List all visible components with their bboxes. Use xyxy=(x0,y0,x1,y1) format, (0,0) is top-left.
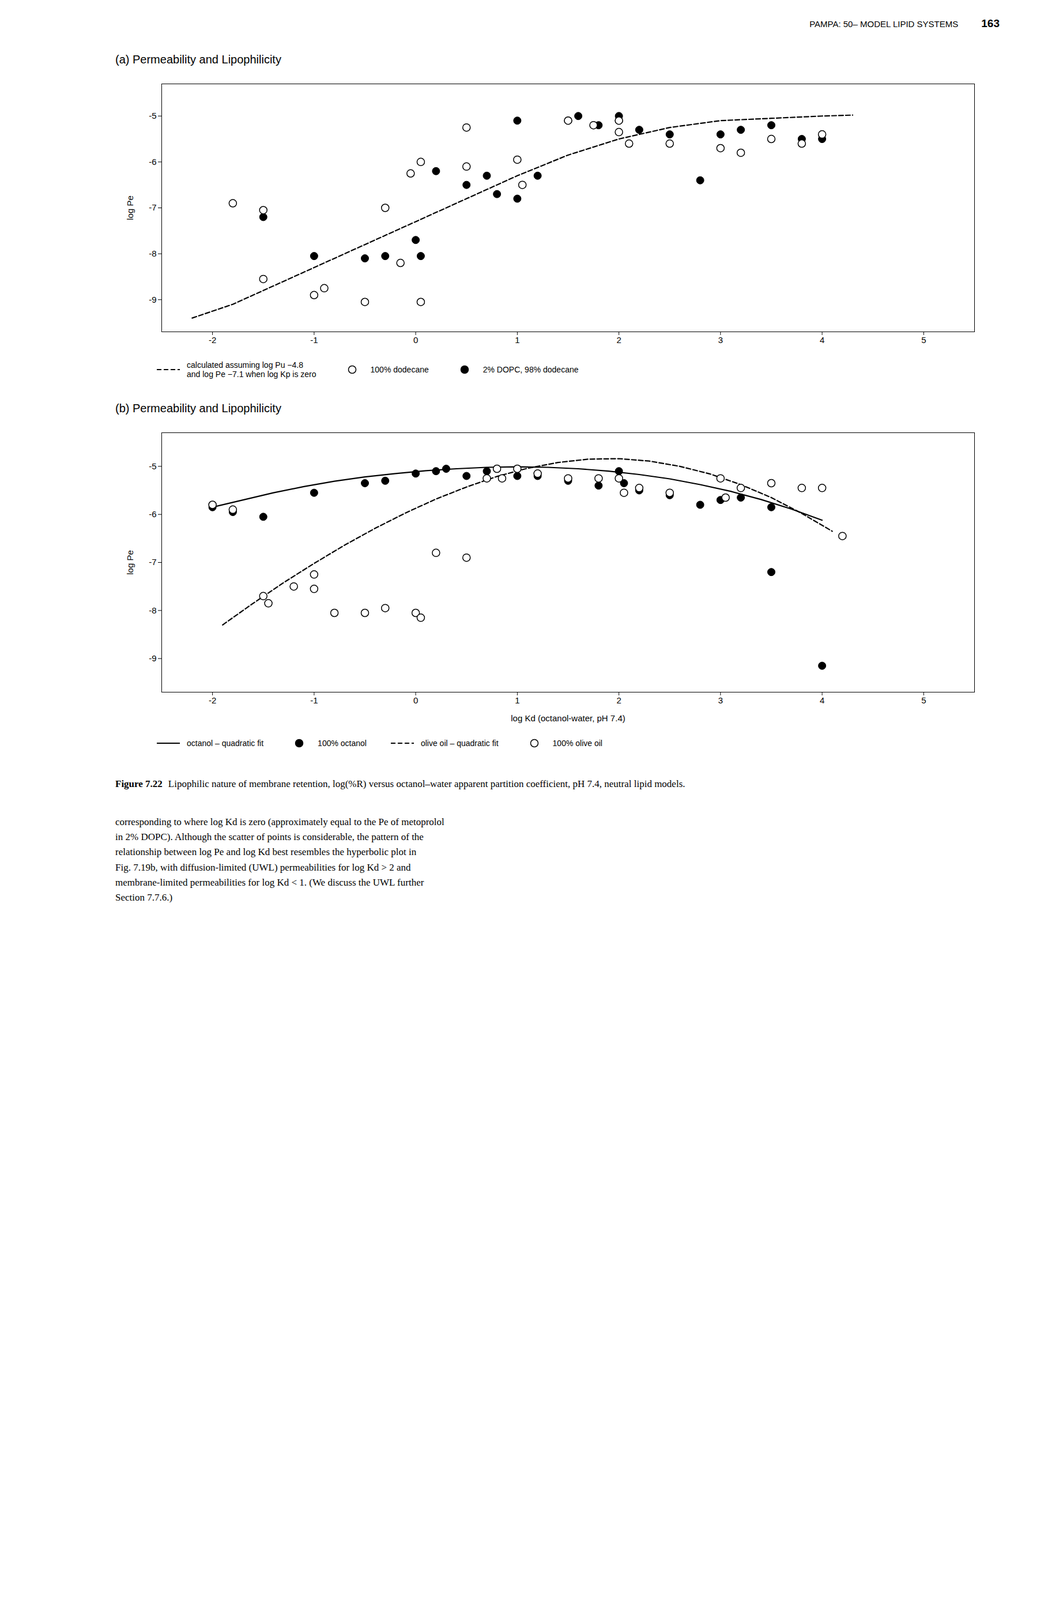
svg-text:-6: -6 xyxy=(148,509,157,519)
html-text:100% dodecane: 100% dodecane xyxy=(370,364,429,375)
svg-text:-1: -1 xyxy=(310,334,318,345)
svg-text:-6: -6 xyxy=(148,156,157,167)
svg-text:0: 0 xyxy=(413,334,418,345)
html-text:100% octanol: 100% octanol xyxy=(317,738,367,748)
html-text:163: 163 xyxy=(981,17,1000,30)
html-text:Fig. 7.19b, with diffusion-lim: Fig. 7.19b, with diffusion-limited (UWL)… xyxy=(115,861,411,873)
svg-text:4: 4 xyxy=(819,695,825,706)
svg-text:3: 3 xyxy=(718,334,723,345)
html-text:Section 7.7.6.): Section 7.7.6.) xyxy=(115,892,173,903)
svg-text:4: 4 xyxy=(819,334,825,345)
html-text:corresponding to where log Kd: corresponding to where log Kd is zero (a… xyxy=(115,816,445,827)
svg-text:-8: -8 xyxy=(148,248,157,259)
html-text:membrane-limited permeabilitie: membrane-limited permeabilities for log … xyxy=(115,876,424,888)
svg-text:-2: -2 xyxy=(208,334,217,345)
svg-text:2: 2 xyxy=(616,695,621,706)
html-text:(a) Permeability and Lipophili: (a) Permeability and Lipophilicity xyxy=(115,53,282,66)
svg-text:1: 1 xyxy=(514,334,520,345)
svg-text:-2: -2 xyxy=(208,695,217,706)
html-text:in 2% DOPC). Although the scat: in 2% DOPC). Although the scatter of poi… xyxy=(115,831,424,843)
html-text:relationship between log Pe an: relationship between log Pe and log Kd b… xyxy=(115,846,417,858)
svg-text:-7: -7 xyxy=(148,556,157,567)
html-text:2% DOPC, 98% dodecane: 2% DOPC, 98% dodecane xyxy=(482,364,579,375)
svg-text:-7: -7 xyxy=(148,202,157,213)
svg-text:1: 1 xyxy=(514,695,520,706)
svg-text:log Pe: log Pe xyxy=(125,549,135,575)
svg-text:5: 5 xyxy=(921,334,926,345)
html-text:PAMPA: 50– MODEL LIPID SYSTEMS: PAMPA: 50– MODEL LIPID SYSTEMS xyxy=(809,19,959,29)
svg-text:2: 2 xyxy=(616,334,621,345)
svg-text:-9: -9 xyxy=(148,294,157,305)
html-text:Figure 7.22: Figure 7.22 xyxy=(115,778,163,790)
html-text:olive oil – quadratic fit: olive oil – quadratic fit xyxy=(420,738,499,748)
svg-text:log Kd (octanol-water, pH 7.4): log Kd (octanol-water, pH 7.4) xyxy=(510,713,625,723)
svg-text:-9: -9 xyxy=(148,653,157,663)
html-text:Lipophilic nature of membrane: Lipophilic nature of membrane retention,… xyxy=(168,778,686,790)
svg-text:log Pe: log Pe xyxy=(125,195,135,221)
html-text:octanol – quadratic fit: octanol – quadratic fit xyxy=(186,738,264,748)
svg-text:5: 5 xyxy=(921,695,926,706)
svg-text:-1: -1 xyxy=(310,695,318,706)
svg-text:3: 3 xyxy=(718,695,723,706)
html-text:(b) Permeability and Lipophili: (b) Permeability and Lipophilicity xyxy=(115,401,282,415)
svg-text:-8: -8 xyxy=(148,605,157,616)
html-text:calculated assuming log Pu −4.: calculated assuming log Pu −4.8 and log … xyxy=(186,360,317,379)
svg-text:-5: -5 xyxy=(148,110,157,121)
svg-text:-5: -5 xyxy=(148,461,157,471)
html-text:100% olive oil: 100% olive oil xyxy=(552,738,603,748)
svg-text:0: 0 xyxy=(413,695,418,706)
